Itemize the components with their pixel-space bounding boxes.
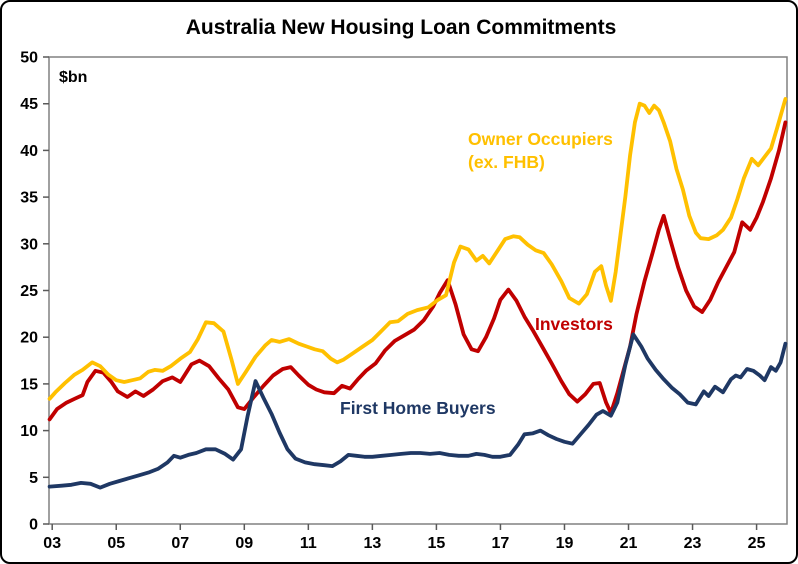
y-tick-label: 25 [20, 283, 38, 300]
y-tick-label: 35 [20, 190, 38, 207]
series-label-owner-occupiers-line2: (ex. FHB) [468, 152, 545, 172]
series-line-owner-occupiers [47, 97, 788, 401]
y-tick-label: 45 [20, 96, 38, 113]
series-line-investors [47, 120, 788, 422]
x-tick-label: 11 [300, 535, 317, 552]
x-tick-label: 21 [620, 535, 638, 552]
x-tick-label: 05 [107, 535, 125, 552]
series-label-owner-occupiers-line1: Owner Occupiers [468, 129, 613, 149]
y-tick-label: 15 [20, 376, 38, 393]
x-tick-label: 09 [235, 535, 253, 552]
series-label-first-home-buyers: First Home Buyers [340, 398, 496, 418]
chart-title: Australia New Housing Loan Commitments [186, 16, 617, 39]
x-tick-label: 23 [684, 535, 702, 552]
unit-label: $bn [59, 69, 87, 86]
y-tick-label: 5 [29, 470, 38, 487]
x-tick-label: 15 [428, 535, 446, 552]
y-tick-label: 10 [20, 423, 38, 440]
x-tick-label: 03 [43, 535, 61, 552]
y-tick-label: 40 [20, 143, 38, 160]
y-tick-label: 50 [20, 50, 38, 67]
x-tick-label: 19 [556, 535, 574, 552]
series-line-first-home-buyers [47, 332, 788, 490]
y-tick-label: 30 [20, 236, 38, 253]
x-tick-label: 13 [363, 535, 381, 552]
x-tick-label: 25 [748, 535, 766, 552]
y-tick-label: 0 [29, 517, 38, 534]
y-tick-label: 20 [20, 330, 38, 347]
x-tick-label: 17 [492, 535, 510, 552]
series-label-investors: Investors [535, 314, 613, 334]
x-tick-label: 07 [171, 535, 189, 552]
